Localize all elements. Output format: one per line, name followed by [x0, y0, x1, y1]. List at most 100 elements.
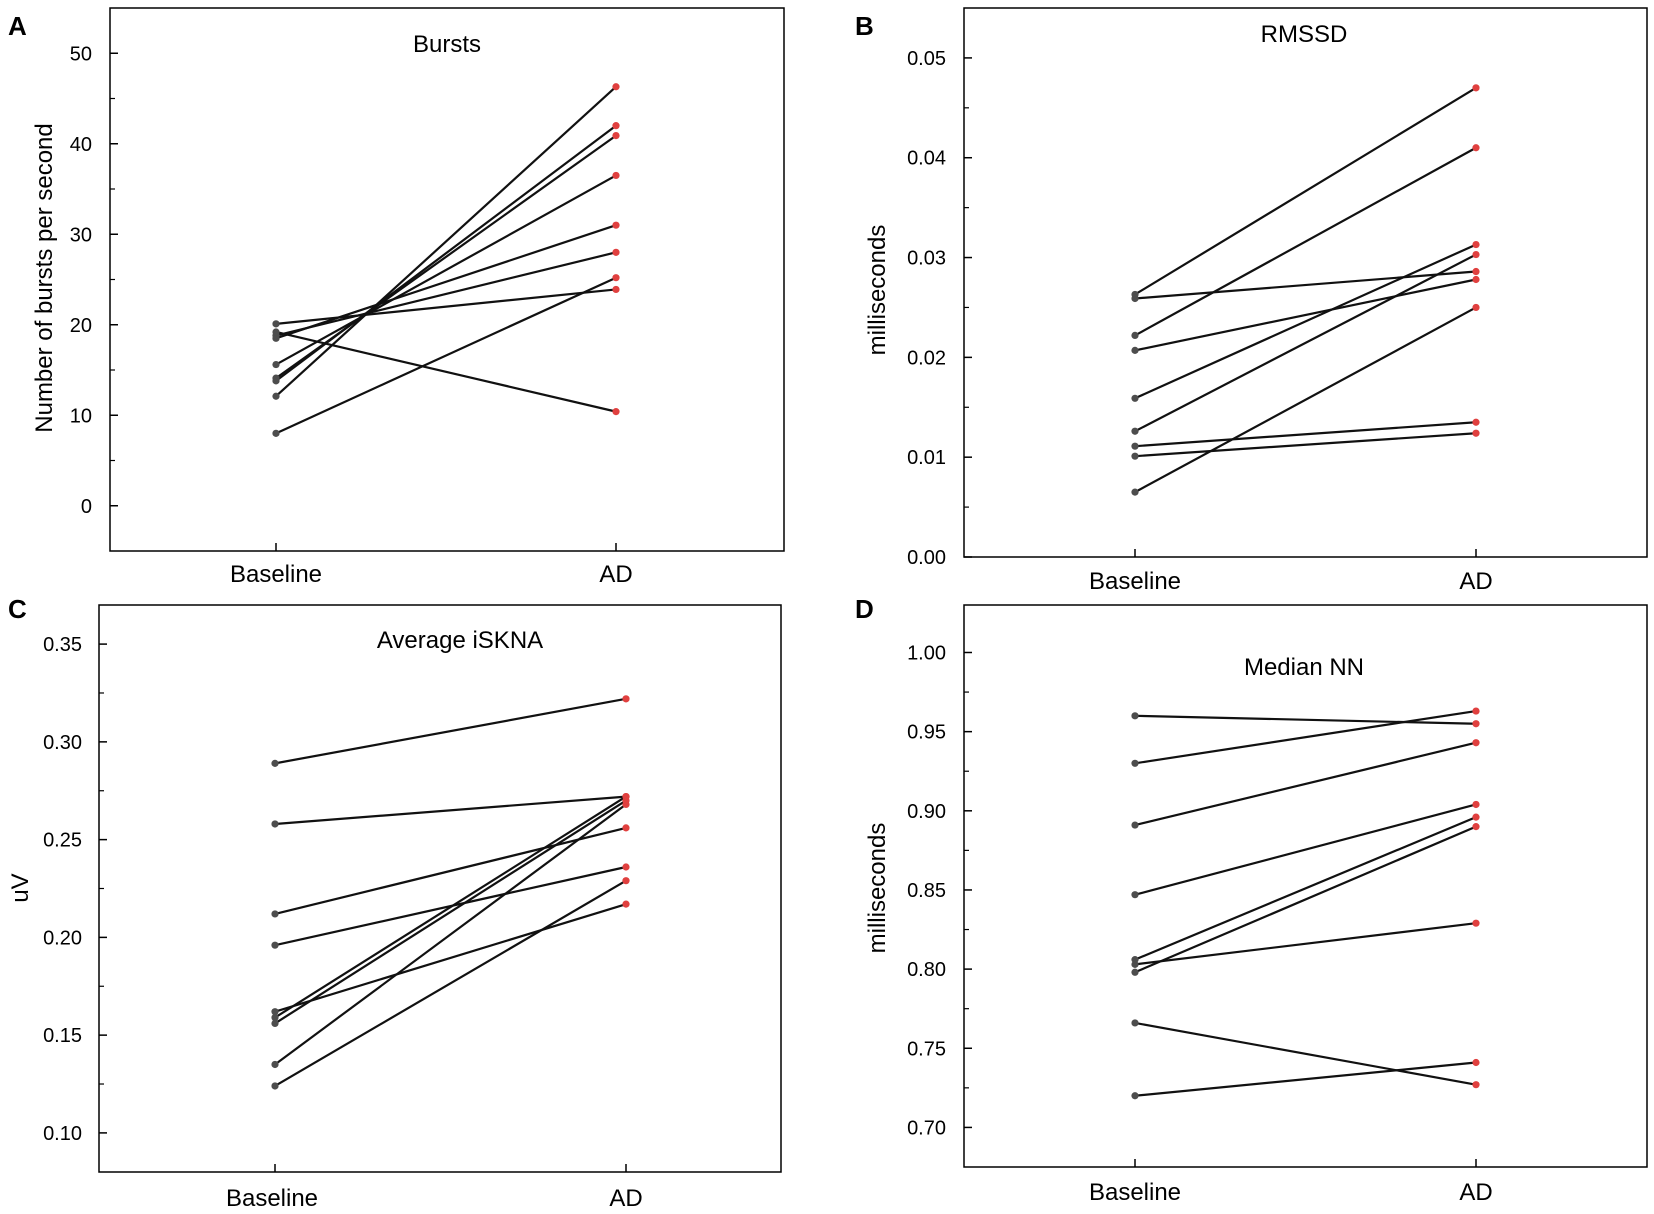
- panel-c-ad-point: [622, 877, 630, 885]
- panel-a-letter: A: [8, 11, 27, 41]
- panel-a: A Bursts Number of bursts per second Bas…: [8, 7, 785, 588]
- panel-a-subject-line: [275, 276, 617, 435]
- panel-a-y-tick-label: 40: [70, 134, 92, 156]
- panel-b-ad-point: [1472, 250, 1480, 259]
- panel-d-title: Median NN: [1244, 654, 1364, 681]
- panel-c-category-ad: AD: [609, 1185, 642, 1212]
- panel-a-subject-line: [275, 224, 617, 340]
- panel-c-baseline-point: [271, 1013, 279, 1022]
- panel-a-title: Bursts: [413, 31, 481, 58]
- panel-d-baseline-point: [1131, 759, 1139, 767]
- panel-a-y-ticks: 0 10 20 30 40 50: [70, 43, 617, 551]
- panel-b-ad-point: [1472, 84, 1480, 92]
- panel-b-y-tick-label: 0.04: [907, 148, 946, 170]
- panel-a-baseline-point: [272, 429, 280, 437]
- panel-a-ad-point: [612, 132, 620, 140]
- panel-c-subject-line: [274, 826, 627, 915]
- panel-c-baseline-point: [271, 1082, 279, 1090]
- panel-b-category-baseline: Baseline: [1089, 568, 1181, 595]
- panel-c-subject-line: [274, 799, 627, 1025]
- panel-d-subject-line: [1134, 1061, 1477, 1097]
- panel-d-subject-line: [1134, 922, 1477, 966]
- panel-d-subject-line: [1134, 1021, 1477, 1086]
- panel-d: D Median NN milliseconds Baseline AD 0.7…: [855, 594, 1648, 1206]
- panel-a-points: [272, 83, 620, 437]
- panel-b-subject-line: [1134, 306, 1477, 494]
- panel-c-subject-line: [274, 697, 627, 765]
- panel-c-baseline-point: [271, 759, 279, 767]
- panel-d-baseline-point: [1131, 1092, 1139, 1100]
- panel-d-ad-point: [1472, 919, 1480, 927]
- panel-d-ad-point: [1472, 707, 1480, 715]
- panel-d-category-ad: AD: [1459, 1179, 1492, 1206]
- panel-b-ad-point: [1472, 240, 1480, 249]
- panel-c-points: [271, 695, 630, 1090]
- panel-c-y-ticks: 0.10 0.15 0.20 0.25 0.30 0.35: [43, 634, 627, 1172]
- panel-d-ad-point: [1472, 739, 1480, 747]
- panel-c-baseline-point: [271, 910, 279, 918]
- panel-d-ad-point: [1472, 1081, 1480, 1089]
- panel-a-ad-point: [612, 83, 620, 91]
- panel-a-category-ad: AD: [599, 561, 632, 588]
- panel-a-y-tick-label: 50: [70, 43, 92, 65]
- panel-c-subject-line: [274, 795, 627, 826]
- panel-d-subject-line: [1134, 803, 1477, 896]
- panel-b-baseline-point: [1131, 452, 1139, 460]
- panel-d-plot-frame: [963, 604, 1648, 1168]
- panel-c-plot-frame: [98, 604, 782, 1173]
- panel-b-baseline-point: [1131, 488, 1139, 496]
- panel-b-subject-line: [1134, 146, 1477, 337]
- panel-d-y-tick-label: 0.95: [907, 722, 946, 744]
- panel-d-subject-line: [1134, 816, 1477, 961]
- panel-a-y-tick-label: 30: [70, 224, 92, 246]
- panel-a-category-baseline: Baseline: [230, 561, 322, 588]
- panel-b-ad-point: [1472, 267, 1480, 276]
- panel-b-baseline-point: [1131, 331, 1139, 340]
- panel-d-ad-point: [1472, 800, 1480, 809]
- panel-c-y-tick-label: 0.35: [43, 634, 82, 656]
- panel-c-letter: C: [8, 594, 27, 624]
- panel-d-subject-line: [1134, 825, 1477, 974]
- panel-b-lines: [1134, 86, 1477, 494]
- panel-b-y-tick-label: 0.00: [907, 547, 946, 569]
- panel-a-ad-point: [612, 274, 620, 282]
- panel-a-baseline-point: [272, 392, 280, 400]
- panel-b-plot-frame: [963, 7, 1648, 558]
- panel-c-baseline-point: [271, 1060, 279, 1069]
- panel-a-baseline-point: [272, 328, 280, 336]
- panel-d-baseline-point: [1131, 1019, 1139, 1027]
- panel-c-ad-point: [622, 863, 630, 871]
- panel-d-category-baseline: Baseline: [1089, 1179, 1181, 1206]
- panel-b-category-ad: AD: [1459, 568, 1492, 595]
- panel-a-ad-point: [612, 122, 620, 130]
- panel-c-ad-point: [622, 793, 630, 801]
- panel-c-subject-line: [274, 803, 627, 1066]
- panel-b-subject-line: [1134, 253, 1477, 433]
- panel-b-points: [1131, 84, 1480, 496]
- panel-a-ad-point: [612, 285, 620, 294]
- panel-c-subject-line: [274, 865, 627, 947]
- panel-d-baseline-point: [1131, 821, 1139, 829]
- panel-d-y-tick-label: 0.90: [907, 801, 946, 823]
- panel-b-ad-point: [1472, 303, 1480, 312]
- panel-b-title: RMSSD: [1261, 21, 1348, 48]
- panel-d-baseline-point: [1131, 956, 1139, 964]
- panel-c-y-tick-label: 0.30: [43, 732, 82, 754]
- panel-c-baseline-point: [271, 820, 279, 828]
- panel-b-ad-point: [1472, 418, 1480, 426]
- panel-b-baseline-point: [1131, 442, 1139, 450]
- panel-d-ad-point: [1472, 720, 1480, 728]
- panel-c-y-tick-label: 0.15: [43, 1025, 82, 1047]
- panel-b-y-tick-label: 0.05: [907, 48, 946, 70]
- panel-b-y-tick-label: 0.01: [907, 447, 946, 469]
- panel-c-ad-point: [622, 695, 630, 703]
- panel-a-ad-point: [612, 248, 620, 256]
- panel-b-subject-line: [1134, 421, 1477, 448]
- panel-d-ad-point: [1472, 813, 1480, 821]
- panel-c-y-axis-label: uV: [7, 873, 34, 902]
- panel-d-ad-point: [1472, 1058, 1480, 1067]
- panel-b-baseline-point: [1131, 427, 1139, 435]
- panel-c-y-tick-label: 0.25: [43, 830, 82, 852]
- panel-c-subject-line: [274, 879, 627, 1087]
- panel-c-lines: [274, 697, 627, 1087]
